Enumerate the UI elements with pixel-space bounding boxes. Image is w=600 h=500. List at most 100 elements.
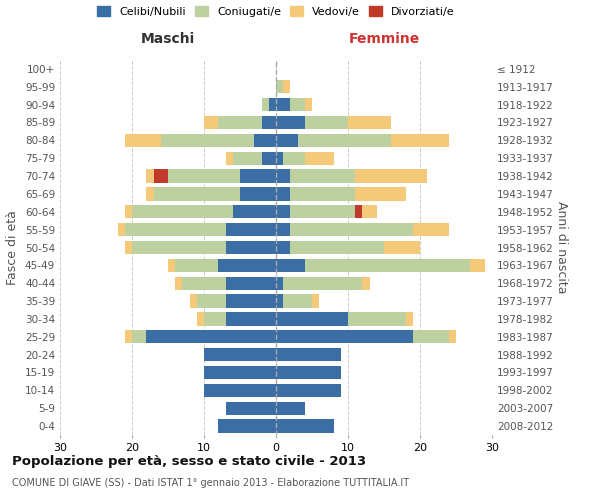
Y-axis label: Fasce di età: Fasce di età bbox=[7, 210, 19, 285]
Bar bbox=[204, 384, 276, 397]
Bar bbox=[197, 312, 204, 326]
Bar bbox=[254, 134, 276, 147]
Bar bbox=[226, 312, 276, 326]
Bar bbox=[355, 205, 362, 218]
Bar bbox=[276, 276, 283, 290]
Bar bbox=[276, 420, 334, 433]
Text: COMUNE DI GIAVE (SS) - Dati ISTAT 1° gennaio 2013 - Elaborazione TUTTITALIA.IT: COMUNE DI GIAVE (SS) - Dati ISTAT 1° gen… bbox=[12, 478, 409, 488]
Bar bbox=[132, 241, 226, 254]
Bar bbox=[125, 223, 226, 236]
Bar bbox=[276, 187, 290, 200]
Bar bbox=[226, 276, 276, 290]
Bar bbox=[305, 258, 470, 272]
Bar bbox=[276, 312, 348, 326]
Bar bbox=[305, 152, 334, 165]
Bar bbox=[355, 187, 406, 200]
Bar bbox=[276, 116, 305, 129]
Bar bbox=[276, 80, 283, 94]
Bar bbox=[262, 152, 276, 165]
Bar bbox=[283, 80, 290, 94]
Bar bbox=[276, 223, 290, 236]
Bar bbox=[226, 402, 276, 415]
Bar bbox=[276, 294, 283, 308]
Bar bbox=[146, 187, 154, 200]
Bar bbox=[276, 384, 341, 397]
Bar bbox=[355, 170, 427, 183]
Bar bbox=[391, 134, 449, 147]
Bar bbox=[290, 205, 355, 218]
Bar bbox=[290, 170, 355, 183]
Bar bbox=[233, 152, 262, 165]
Bar bbox=[218, 420, 276, 433]
Bar bbox=[283, 294, 312, 308]
Bar bbox=[132, 330, 146, 344]
Bar bbox=[146, 170, 154, 183]
Bar bbox=[362, 205, 377, 218]
Text: Femmine: Femmine bbox=[349, 32, 419, 46]
Bar bbox=[168, 258, 175, 272]
Bar bbox=[146, 330, 276, 344]
Bar bbox=[125, 205, 132, 218]
Bar bbox=[276, 205, 290, 218]
Bar bbox=[305, 98, 312, 112]
Bar bbox=[276, 98, 290, 112]
Bar bbox=[362, 276, 370, 290]
Bar bbox=[233, 205, 276, 218]
Legend: Celibi/Nubili, Coniugati/e, Vedovi/e, Divorziati/e: Celibi/Nubili, Coniugati/e, Vedovi/e, Di… bbox=[97, 6, 455, 17]
Bar bbox=[118, 223, 125, 236]
Bar bbox=[218, 258, 276, 272]
Bar bbox=[406, 312, 413, 326]
Bar bbox=[290, 187, 355, 200]
Bar bbox=[283, 276, 362, 290]
Bar bbox=[348, 116, 391, 129]
Bar bbox=[204, 348, 276, 362]
Bar bbox=[276, 366, 341, 379]
Bar bbox=[269, 98, 276, 112]
Bar bbox=[262, 98, 269, 112]
Bar bbox=[240, 187, 276, 200]
Bar bbox=[125, 241, 132, 254]
Bar bbox=[290, 98, 305, 112]
Bar bbox=[240, 170, 276, 183]
Bar bbox=[276, 134, 298, 147]
Text: Maschi: Maschi bbox=[141, 32, 195, 46]
Bar bbox=[161, 134, 254, 147]
Bar bbox=[276, 402, 305, 415]
Bar bbox=[348, 312, 406, 326]
Bar bbox=[226, 223, 276, 236]
Bar bbox=[204, 366, 276, 379]
Bar bbox=[276, 152, 283, 165]
Bar bbox=[290, 223, 413, 236]
Bar bbox=[305, 116, 348, 129]
Bar bbox=[154, 187, 240, 200]
Bar bbox=[218, 116, 262, 129]
Bar bbox=[168, 170, 240, 183]
Bar bbox=[132, 205, 233, 218]
Bar bbox=[226, 294, 276, 308]
Bar bbox=[312, 294, 319, 308]
Bar bbox=[154, 170, 168, 183]
Bar bbox=[182, 276, 226, 290]
Bar bbox=[226, 241, 276, 254]
Bar bbox=[204, 116, 218, 129]
Bar bbox=[276, 170, 290, 183]
Bar bbox=[276, 258, 305, 272]
Bar bbox=[197, 294, 226, 308]
Bar bbox=[283, 152, 305, 165]
Bar bbox=[290, 241, 384, 254]
Bar bbox=[298, 134, 391, 147]
Bar bbox=[175, 276, 182, 290]
Text: Popolazione per età, sesso e stato civile - 2013: Popolazione per età, sesso e stato civil… bbox=[12, 455, 366, 468]
Bar bbox=[276, 241, 290, 254]
Bar bbox=[413, 330, 449, 344]
Bar bbox=[276, 348, 341, 362]
Bar bbox=[190, 294, 197, 308]
Bar bbox=[226, 152, 233, 165]
Bar bbox=[384, 241, 420, 254]
Bar bbox=[470, 258, 485, 272]
Y-axis label: Anni di nascita: Anni di nascita bbox=[554, 201, 568, 294]
Bar bbox=[204, 312, 226, 326]
Bar bbox=[276, 330, 413, 344]
Bar bbox=[125, 330, 132, 344]
Bar bbox=[449, 330, 456, 344]
